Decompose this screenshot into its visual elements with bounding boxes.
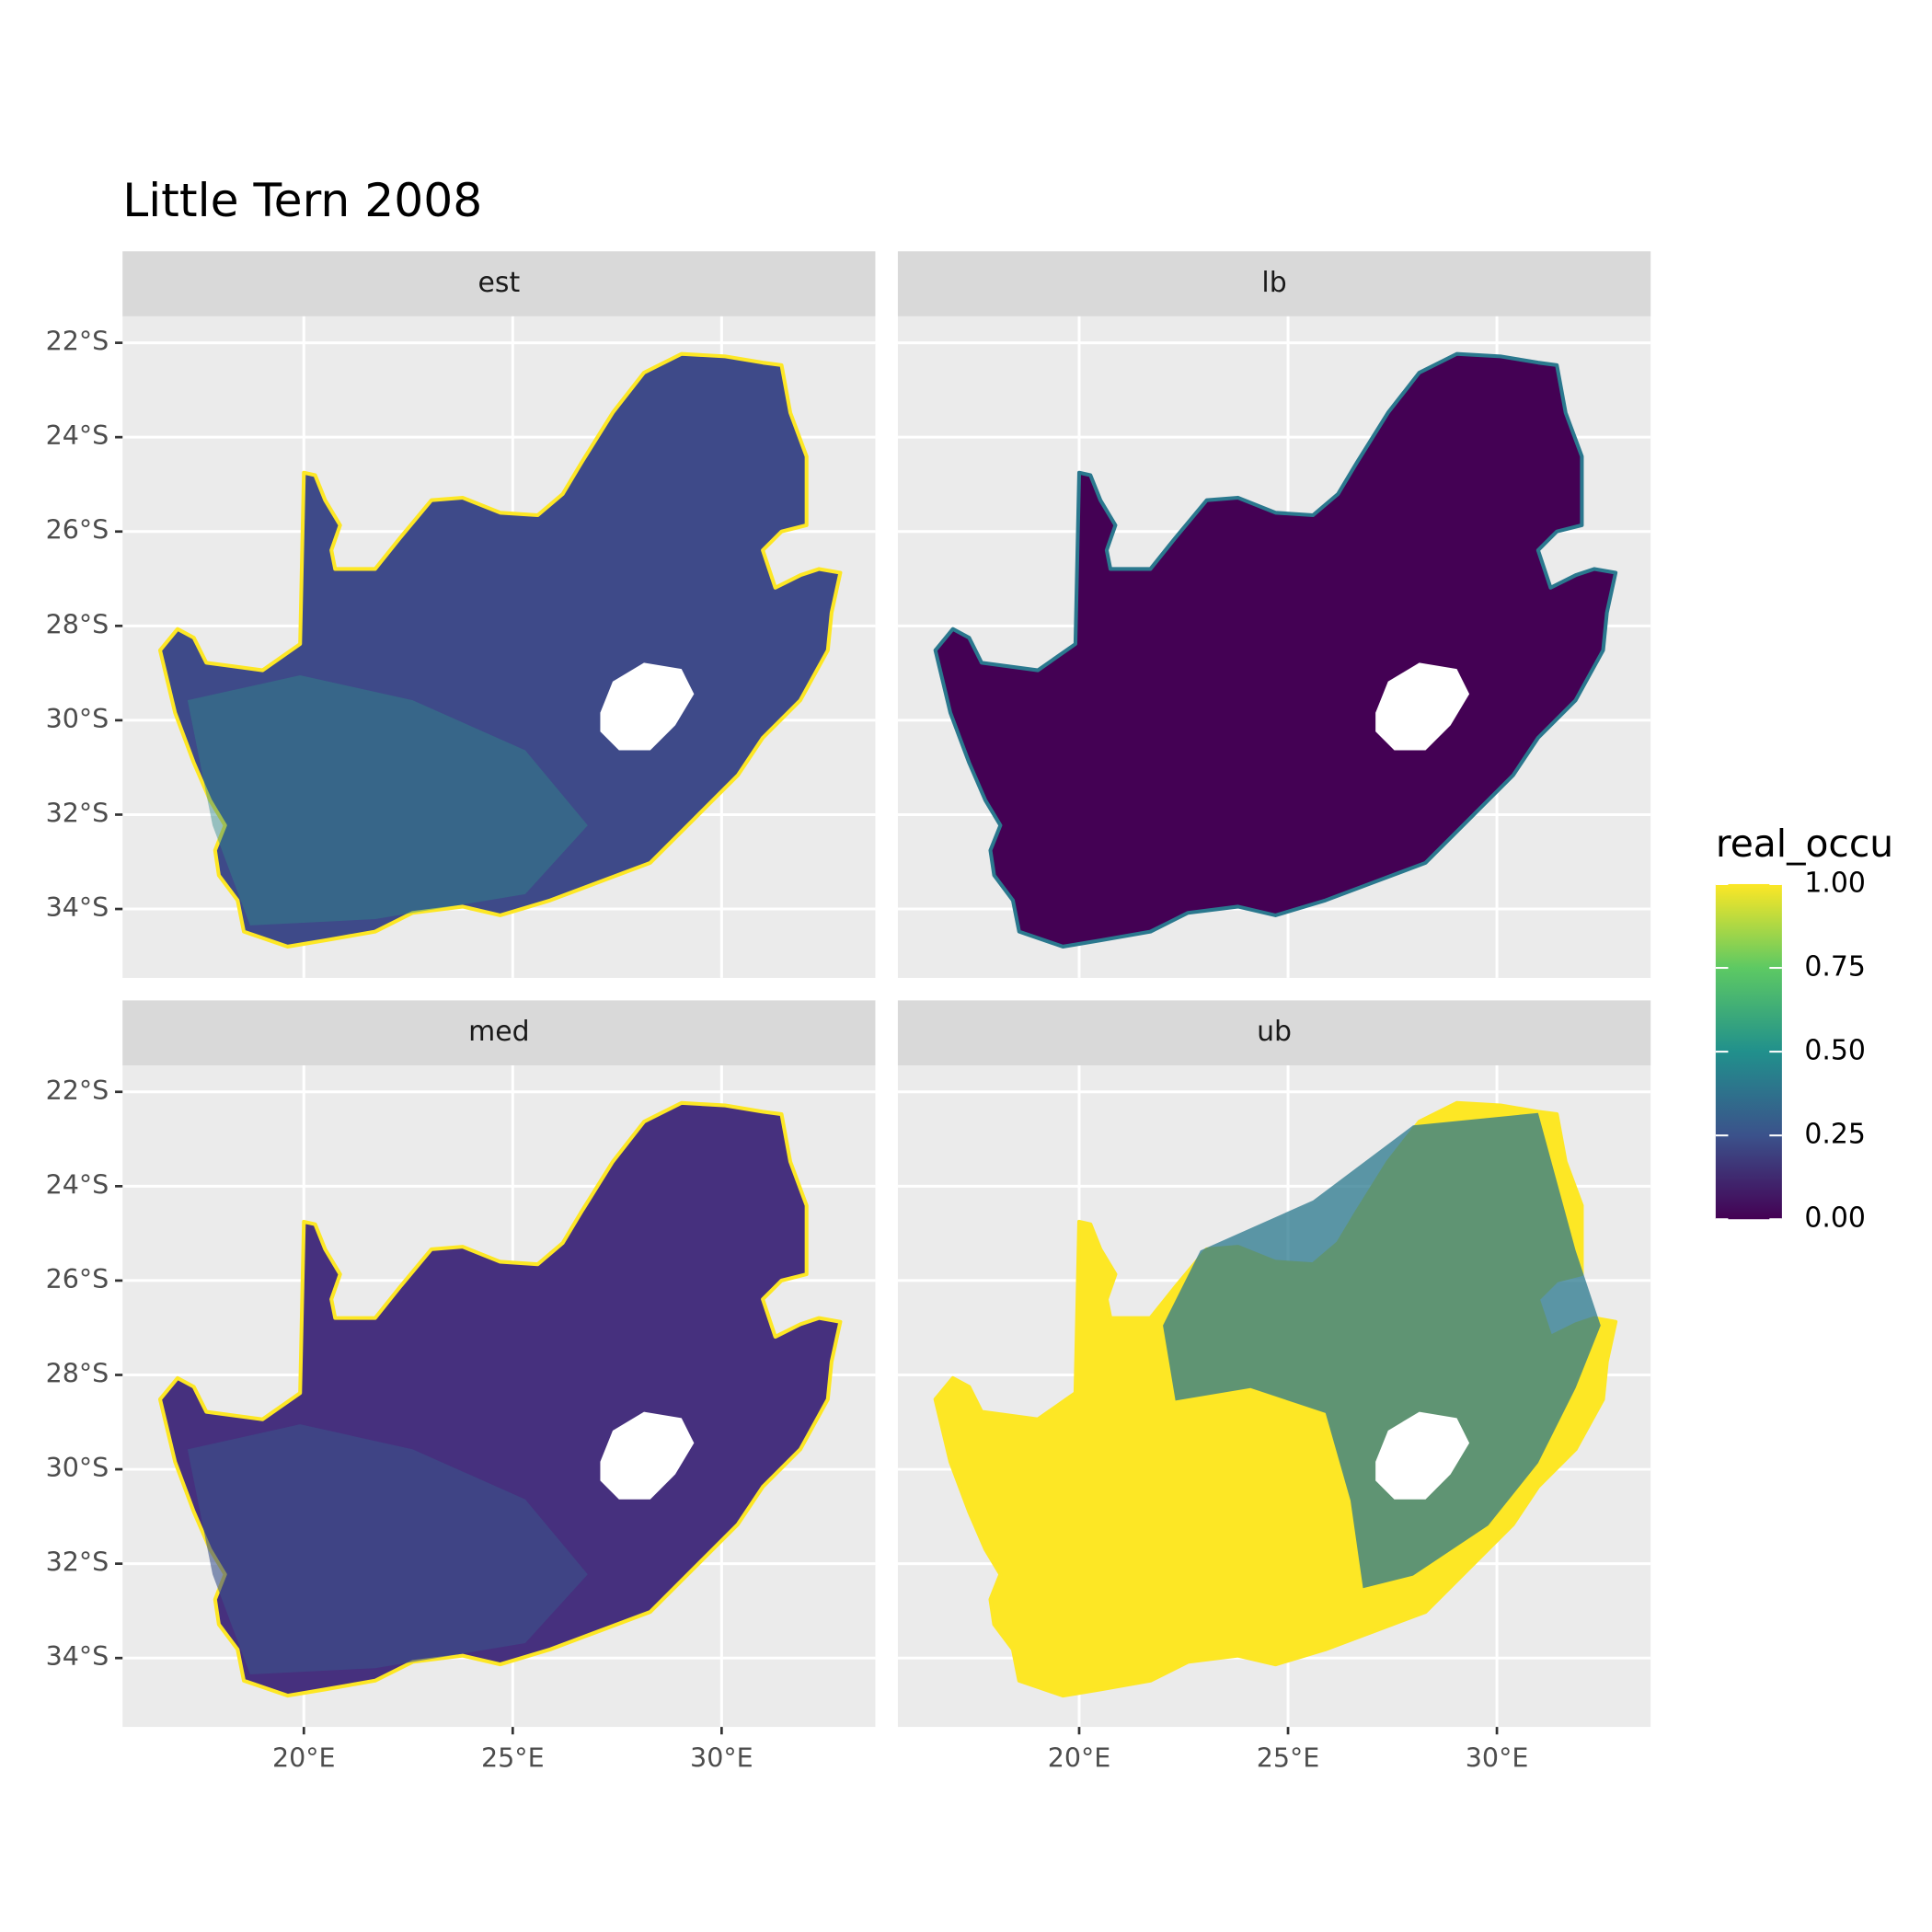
strip-label: est (477, 267, 520, 299)
y-tick-label: 30°S (46, 1453, 109, 1483)
y-tick-label: 22°S (46, 1075, 109, 1106)
legend-label: 0.25 (1804, 1119, 1866, 1151)
y-tick-label: 34°S (46, 892, 109, 923)
legend-title: real_occu (1716, 822, 1893, 866)
y-tick-label: 22°S (46, 327, 109, 357)
country (157, 351, 843, 949)
y-tick-label: 26°S (46, 515, 109, 546)
lake-hole (600, 1411, 695, 1500)
lake-hole (1375, 662, 1470, 751)
strip-label: med (468, 1016, 529, 1048)
y-tick-label: 32°S (46, 798, 109, 828)
y-tick-label: 32°S (46, 1547, 109, 1578)
strip (897, 1000, 1651, 1066)
x-tick-label: 20°E (272, 1742, 336, 1773)
x-tick-label: 25°E (481, 1742, 545, 1773)
lake-hole (600, 662, 695, 751)
legend-label: 0.50 (1804, 1035, 1866, 1067)
region-shade (1163, 1112, 1601, 1589)
region-shade (187, 1424, 588, 1674)
legend-label: 0.00 (1804, 1202, 1866, 1235)
y-tick-label: 28°S (46, 1358, 109, 1388)
chart-title: Little Tern 2008 (122, 173, 482, 227)
strip-label: ub (1257, 1016, 1292, 1048)
lake-hole (1375, 1411, 1470, 1500)
y-tick-label: 26°S (46, 1264, 109, 1294)
legend-label: 1.00 (1804, 867, 1866, 899)
y-tick-label: 30°S (46, 704, 109, 734)
region-shade (187, 674, 588, 926)
y-tick-label: 34°S (46, 1641, 109, 1672)
y-tick-label: 24°S (46, 1169, 109, 1200)
x-tick-label: 25°E (1257, 1742, 1320, 1773)
legend-label: 0.75 (1804, 951, 1866, 983)
strip (897, 251, 1651, 316)
y-tick-label: 28°S (46, 609, 109, 639)
strip (122, 251, 876, 316)
x-tick-label: 30°E (1466, 1742, 1529, 1773)
strip-label: lb (1261, 267, 1286, 299)
x-tick-label: 30°E (690, 1742, 753, 1773)
strip (122, 1000, 876, 1066)
y-tick-label: 24°S (46, 420, 109, 451)
x-tick-label: 20°E (1048, 1742, 1111, 1773)
country (933, 351, 1618, 949)
